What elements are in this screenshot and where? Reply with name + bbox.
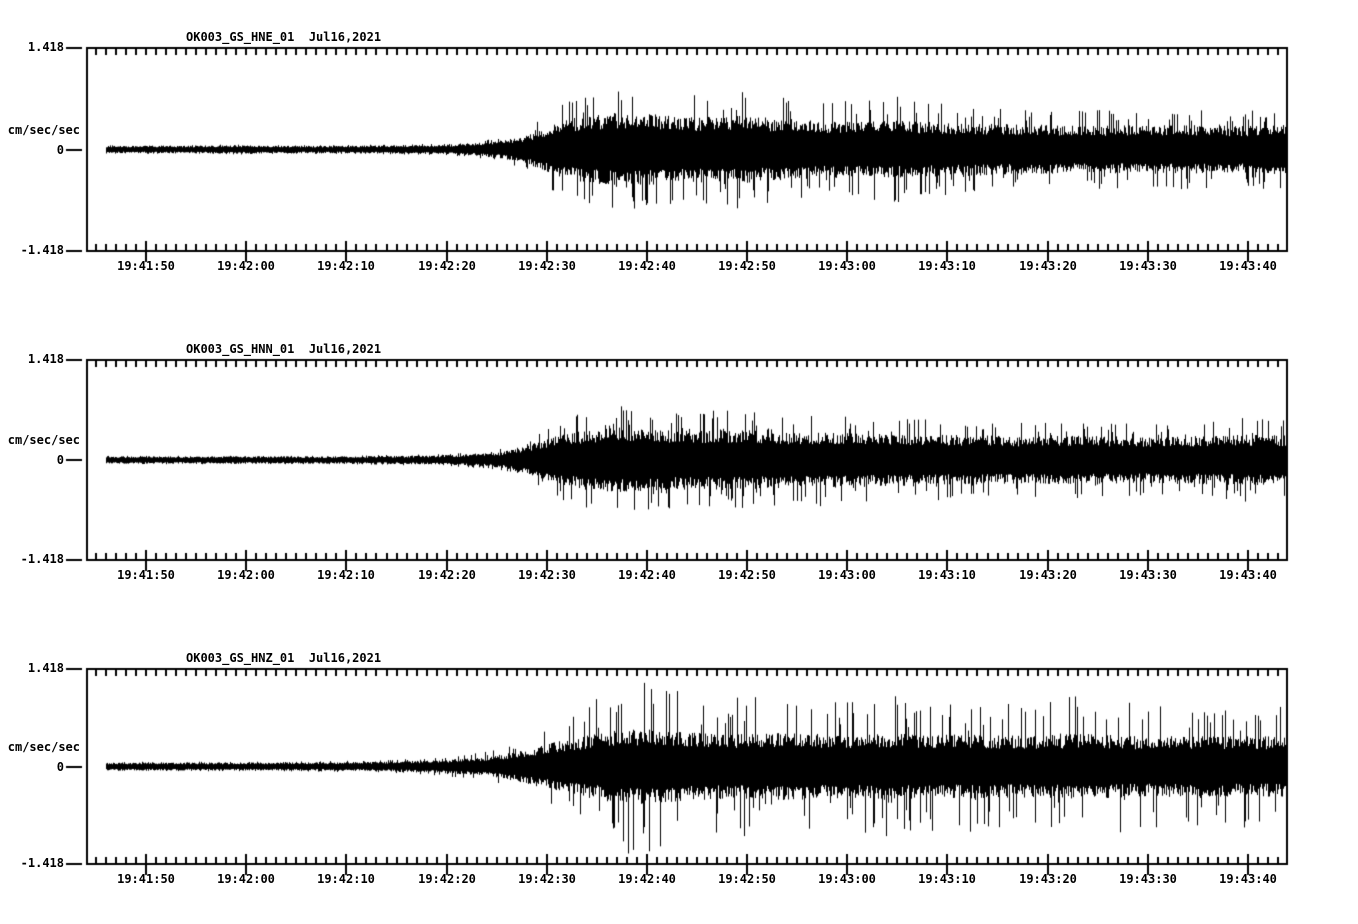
x-axis-tick-label: 19:41:50: [117, 872, 175, 886]
x-axis-tick-label: 19:41:50: [117, 259, 175, 273]
x-axis-tick-label: 19:43:10: [918, 568, 976, 582]
x-axis-tick-label: 19:42:00: [217, 259, 275, 273]
y-axis-tick-label-min: -1.418: [20, 243, 64, 257]
y-axis-tick-label-zero: 0: [56, 453, 64, 467]
x-axis-tick-label: 19:42:10: [317, 872, 375, 886]
x-axis-tick-label: 19:43:10: [918, 259, 976, 273]
y-axis-tick-label-max: 1.418: [27, 352, 64, 366]
y-axis-tick-label-max: 1.418: [27, 40, 64, 54]
x-axis-tick-label: 19:42:30: [518, 872, 576, 886]
y-axis-tick-label-min: -1.418: [20, 856, 64, 870]
x-axis-tick-label: 19:43:00: [818, 568, 876, 582]
x-axis-tick-label: 19:43:40: [1219, 259, 1277, 273]
x-axis-tick-label: 19:43:30: [1119, 259, 1177, 273]
x-axis-tick-label: 19:42:10: [317, 259, 375, 273]
panel-title: OK003_GS_HNZ_01 Jul16,2021: [186, 651, 382, 665]
x-axis-tick-label: 19:42:20: [418, 568, 476, 582]
x-axis-tick-label: 19:42:40: [618, 872, 676, 886]
seismogram-panel: OK003_GS_HNZ_01 Jul16,2021 1.418 cm/sec/…: [0, 651, 1358, 886]
x-axis-tick-label: 19:42:30: [518, 568, 576, 582]
x-axis-tick-label: 19:42:50: [718, 568, 776, 582]
x-axis-tick-label: 19:42:10: [317, 568, 375, 582]
x-axis-tick-label: 19:42:40: [618, 259, 676, 273]
y-axis-tick-label-zero: 0: [56, 760, 64, 774]
x-axis-tick-label: 19:43:40: [1219, 872, 1277, 886]
x-axis-tick-label: 19:42:00: [217, 568, 275, 582]
x-axis-tick-label: 19:42:50: [718, 872, 776, 886]
x-axis-tick-label: 19:43:10: [918, 872, 976, 886]
y-axis-unit-label: cm/sec/sec: [7, 433, 80, 447]
x-axis-tick-label: 19:41:50: [117, 568, 175, 582]
x-axis-tick-label: 19:43:00: [818, 259, 876, 273]
y-axis-tick-label-max: 1.418: [27, 661, 64, 675]
x-axis-tick-label: 19:43:20: [1019, 568, 1077, 582]
x-axis-tick-label: 19:43:20: [1019, 872, 1077, 886]
y-axis-tick-label-min: -1.418: [20, 552, 64, 566]
y-axis-tick-label-zero: 0: [56, 143, 64, 157]
x-axis-tick-label: 19:43:20: [1019, 259, 1077, 273]
x-axis-tick-label: 19:42:30: [518, 259, 576, 273]
x-axis-tick-label: 19:42:20: [418, 872, 476, 886]
x-axis-tick-label: 19:43:30: [1119, 872, 1177, 886]
x-axis-tick-label: 19:43:30: [1119, 568, 1177, 582]
seismogram-panel: OK003_GS_HNE_01 Jul16,2021 1.418 cm/sec/…: [0, 30, 1358, 273]
y-axis-unit-label: cm/sec/sec: [7, 740, 80, 754]
x-axis-tick-label: 19:42:40: [618, 568, 676, 582]
panel-title: OK003_GS_HNE_01 Jul16,2021: [186, 30, 382, 44]
x-axis-tick-label: 19:42:20: [418, 259, 476, 273]
x-axis-tick-label: 19:43:00: [818, 872, 876, 886]
x-axis-tick-label: 19:42:50: [718, 259, 776, 273]
x-axis-tick-label: 19:43:40: [1219, 568, 1277, 582]
panel-title: OK003_GS_HNN_01 Jul16,2021: [186, 342, 382, 356]
y-axis-unit-label: cm/sec/sec: [7, 123, 80, 137]
seismogram-panel: OK003_GS_HNN_01 Jul16,2021 1.418 cm/sec/…: [0, 342, 1358, 582]
x-axis-tick-label: 19:42:00: [217, 872, 275, 886]
